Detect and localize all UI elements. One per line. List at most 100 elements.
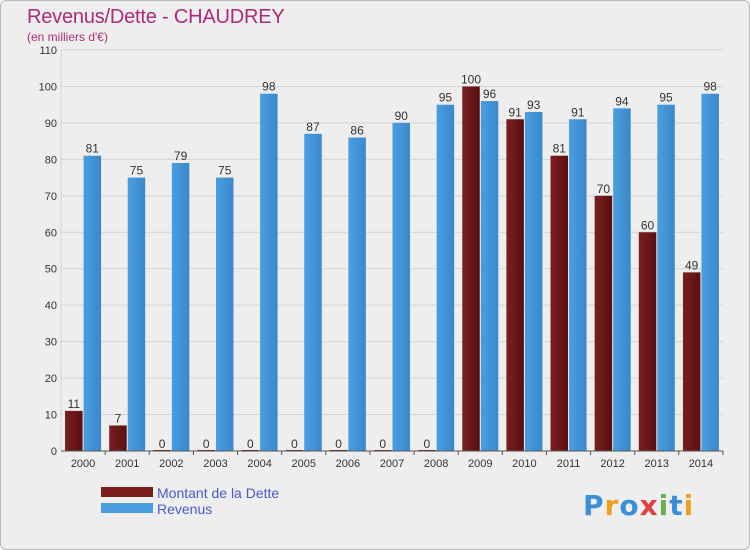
bar-revenus-2009	[480, 101, 499, 451]
bar-revenus-2004	[260, 93, 278, 451]
data-label-revenus-2007: 90	[395, 109, 409, 123]
bar-revenus-2012	[613, 108, 631, 451]
data-label-revenus-2014: 98	[704, 80, 718, 94]
data-label-dette-2014: 49	[685, 258, 699, 272]
data-label-revenus-2004: 98	[262, 80, 276, 94]
data-label-revenus-2000: 81	[86, 142, 100, 156]
chart-subtitle: (en milliers d'€)	[27, 30, 108, 44]
data-label-dette-2010: 91	[508, 105, 522, 119]
data-label-dette-2012: 70	[597, 182, 611, 196]
bar-dette-2010	[506, 119, 524, 451]
x-tick-label-2004: 2004	[247, 458, 271, 470]
y-axis-ticks: 0 10 20 30 40 50 60 70 80 90 100 110	[39, 45, 57, 458]
bar-revenus-2008	[436, 104, 455, 451]
x-tick-label-2011: 2011	[557, 458, 581, 470]
x-tick-label-2008: 2008	[424, 458, 448, 470]
bar-dette-2009	[462, 86, 480, 452]
y-tick-label: 90	[45, 118, 57, 130]
data-label-dette-2004: 0	[247, 437, 254, 451]
y-tick-label: 50	[45, 264, 57, 276]
y-tick-label: 100	[39, 81, 57, 93]
data-label-revenus-2008: 95	[439, 91, 453, 105]
bar-revenus-2007	[392, 122, 410, 451]
bar-revenus-2002	[171, 163, 190, 451]
data-label-dette-2011: 81	[553, 142, 567, 156]
bar-dette-2011	[550, 155, 569, 451]
legend-label-revenus: Revenus	[157, 501, 213, 517]
bar-revenus-2005	[304, 133, 322, 451]
bar-revenus-2006	[348, 137, 366, 451]
data-label-revenus-2013: 95	[659, 91, 673, 105]
y-tick-label: 60	[45, 227, 57, 239]
data-label-dette-2007: 0	[379, 437, 386, 451]
y-tick-label: 70	[45, 191, 57, 203]
x-axis-ticks: 2000 2001 2002 2003 2004 2005 2006 2007 2008 2009…	[71, 451, 724, 470]
x-tick-label-2007: 2007	[380, 458, 404, 470]
x-tick-label-2009: 2009	[468, 458, 492, 470]
data-label-dette-2006: 0	[335, 437, 342, 451]
data-label-dette-2002: 0	[159, 437, 166, 451]
logo-letter: r	[604, 489, 620, 522]
data-label-revenus-2002: 79	[174, 149, 188, 163]
bar-dette-2000	[65, 410, 83, 451]
data-label-dette-2008: 0	[424, 437, 431, 451]
x-tick-label-2002: 2002	[159, 458, 183, 470]
bar-revenus-2001	[127, 177, 146, 451]
x-tick-label-2003: 2003	[203, 458, 227, 470]
bar-dette-2013	[638, 232, 657, 451]
x-tick-label-2013: 2013	[645, 458, 669, 470]
bar-revenus-2011	[569, 119, 587, 451]
chart-title: Revenus/Dette - CHAUDREY	[27, 6, 285, 28]
legend-label-dette: Montant de la Dette	[157, 485, 280, 501]
bar-dette-2014	[682, 272, 701, 451]
data-label-revenus-2009: 96	[483, 87, 497, 101]
y-tick-label: 30	[45, 337, 57, 349]
data-label-revenus-2003: 75	[218, 164, 232, 178]
y-tick-label: 10	[45, 410, 57, 422]
data-label-revenus-2011: 91	[571, 105, 585, 119]
logo-letter: P	[583, 489, 605, 522]
bar-revenus-2014	[701, 93, 719, 451]
x-tick-label-2010: 2010	[512, 458, 536, 470]
proxiti-logo: Proxiti	[583, 489, 694, 522]
bar-revenus-2010	[524, 111, 543, 452]
x-tick-label-2005: 2005	[291, 458, 315, 470]
y-tick-label: 0	[51, 446, 57, 458]
data-label-revenus-2010: 93	[527, 98, 541, 112]
bars	[65, 86, 719, 452]
data-label-revenus-2006: 86	[350, 123, 364, 137]
logo-letter: x	[639, 489, 659, 522]
bar-dette-2001	[109, 425, 127, 451]
data-label-dette-2013: 60	[641, 218, 655, 232]
y-tick-label: 110	[39, 45, 57, 57]
logo-letter: i	[683, 489, 695, 522]
x-tick-label-2014: 2014	[689, 458, 713, 470]
y-tick-label: 20	[45, 373, 57, 385]
bar-revenus-2003	[215, 177, 234, 451]
data-label-revenus-2001: 75	[130, 164, 144, 178]
data-label-dette-2000: 11	[68, 397, 81, 411]
x-tick-label-2012: 2012	[600, 458, 624, 470]
gridlines	[60, 49, 723, 451]
logo-letter: o	[619, 489, 640, 522]
data-label-dette-2005: 0	[291, 437, 298, 451]
x-tick-label-2000: 2000	[71, 458, 95, 470]
logo-letter: i	[658, 489, 670, 522]
data-label-dette-2003: 0	[203, 437, 210, 451]
data-label-dette-2009: 100	[461, 72, 481, 86]
legend-swatch-dette	[101, 487, 153, 497]
bar-revenus-2013	[657, 104, 675, 451]
x-tick-label-2001: 2001	[115, 458, 139, 470]
legend-swatch-revenus	[101, 503, 153, 513]
data-label-revenus-2005: 87	[306, 120, 320, 134]
bar-revenus-2000	[83, 155, 102, 451]
y-tick-label: 40	[45, 300, 57, 312]
bar-dette-2012	[594, 195, 613, 451]
data-label-dette-2001: 7	[115, 411, 122, 425]
x-tick-label-2006: 2006	[336, 458, 360, 470]
y-tick-label: 80	[45, 154, 57, 166]
data-label-revenus-2012: 94	[615, 94, 629, 108]
